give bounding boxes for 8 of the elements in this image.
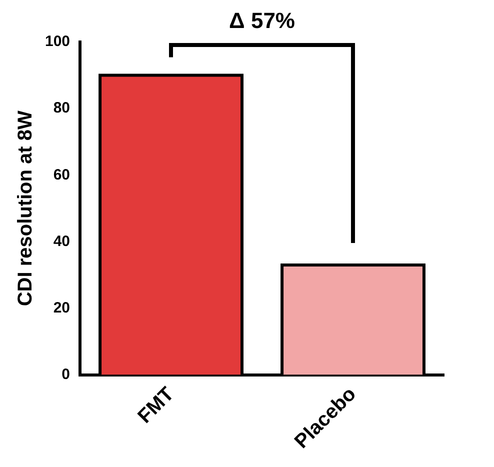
y-tick-label: 40 xyxy=(53,232,70,250)
y-tick-label: 0 xyxy=(62,366,70,383)
text: Δ 57% xyxy=(229,8,295,34)
y-tick-label: 100 xyxy=(44,33,70,50)
y-tick-label: 20 xyxy=(53,299,70,316)
y-tick-label: 60 xyxy=(53,166,70,184)
y-tick-label: 80 xyxy=(53,100,70,117)
y-axis-title: CDI resolution at 8W xyxy=(14,110,37,306)
